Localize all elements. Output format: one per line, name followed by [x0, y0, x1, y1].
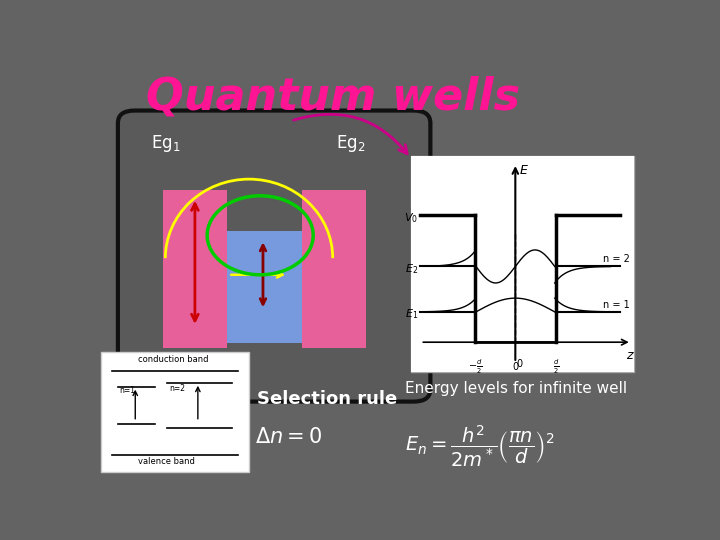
Text: Eg$_1$: Eg$_1$: [151, 133, 181, 154]
Text: $\Delta n = 0$: $\Delta n = 0$: [255, 427, 322, 447]
Bar: [101, 352, 249, 472]
FancyArrowPatch shape: [294, 114, 408, 154]
Text: Energy levels for infinite well: Energy levels for infinite well: [405, 381, 627, 396]
FancyBboxPatch shape: [118, 111, 431, 402]
Text: Quantum wells: Quantum wells: [145, 75, 520, 118]
Bar: [411, 156, 634, 373]
Bar: [163, 190, 227, 348]
Text: Eg$_2$: Eg$_2$: [336, 133, 365, 154]
Bar: [227, 231, 302, 343]
Bar: [302, 190, 366, 348]
Text: $E_n = \dfrac{h^2}{2m^*}\left(\dfrac{\pi n}{d}\right)^2$: $E_n = \dfrac{h^2}{2m^*}\left(\dfrac{\pi…: [405, 423, 555, 469]
Text: Selection rule: Selection rule: [258, 390, 397, 408]
